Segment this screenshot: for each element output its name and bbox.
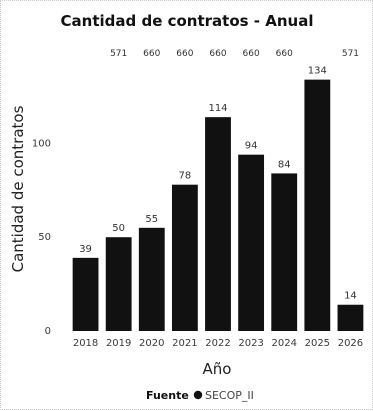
top-labels: 571 660 660 660 660 660 571: [110, 49, 359, 59]
x-tick-label-2018: 2018: [73, 338, 98, 349]
data-label-2025: 134: [308, 66, 327, 77]
x-tick-label-2020: 2020: [139, 338, 164, 349]
bars: [72, 79, 364, 331]
data-label-2021: 78: [179, 171, 192, 182]
data-label-2020: 55: [145, 214, 158, 225]
data-label-2022: 114: [208, 103, 227, 114]
y-axis-ticks: 0 50 100: [32, 138, 51, 337]
bar-2024[interactable]: [271, 173, 298, 331]
bar-2018[interactable]: [72, 257, 99, 331]
bar-2020[interactable]: [138, 227, 165, 331]
x-tick-label-2023: 2023: [238, 338, 263, 349]
top-label: 571: [110, 49, 127, 59]
top-label: 660: [143, 49, 160, 59]
bar-2019[interactable]: [105, 237, 132, 331]
top-label: 660: [209, 49, 226, 59]
bar-2022[interactable]: [205, 117, 231, 331]
data-labels: 39 50 55 78 114 94 84 134 14: [79, 66, 357, 302]
chart-title: Cantidad de contratos - Anual: [61, 12, 314, 30]
top-label: 660: [276, 49, 293, 59]
top-label: 660: [176, 49, 193, 59]
x-axis-ticks: 2018 2019 2020 2021 2022 2023 2024 2025 2026: [73, 338, 363, 349]
bar-2021[interactable]: [171, 184, 198, 331]
x-tick-label-2021: 2021: [172, 338, 197, 349]
legend-item-label: SECOP_II: [205, 389, 254, 402]
x-tick-label-2019: 2019: [106, 338, 131, 349]
data-label-2024: 84: [278, 159, 291, 170]
bar-2025[interactable]: [304, 79, 331, 331]
bar-2023[interactable]: [238, 154, 265, 331]
x-tick-label-2025: 2025: [305, 338, 330, 349]
x-tick-label-2024: 2024: [271, 338, 296, 349]
x-axis-label: Año: [203, 360, 232, 378]
y-tick-label: 100: [32, 138, 51, 149]
x-tick-label-2022: 2022: [205, 338, 230, 349]
data-label-2026: 14: [344, 291, 357, 302]
data-label-2023: 94: [245, 141, 258, 152]
data-label-2018: 39: [79, 244, 92, 255]
legend: Fuente SECOP_II: [146, 389, 254, 402]
y-tick-label: 0: [45, 326, 51, 337]
legend-title: Fuente: [146, 389, 189, 402]
legend-marker-icon: [193, 390, 203, 400]
bar-2026[interactable]: [337, 304, 364, 331]
y-tick-label: 50: [38, 232, 51, 243]
y-axis-label: Cantidad de contratos: [9, 105, 27, 272]
top-label: 660: [243, 49, 260, 59]
top-label: 571: [342, 49, 359, 59]
x-tick-label-2026: 2026: [338, 338, 363, 349]
data-label-2019: 50: [112, 223, 125, 234]
